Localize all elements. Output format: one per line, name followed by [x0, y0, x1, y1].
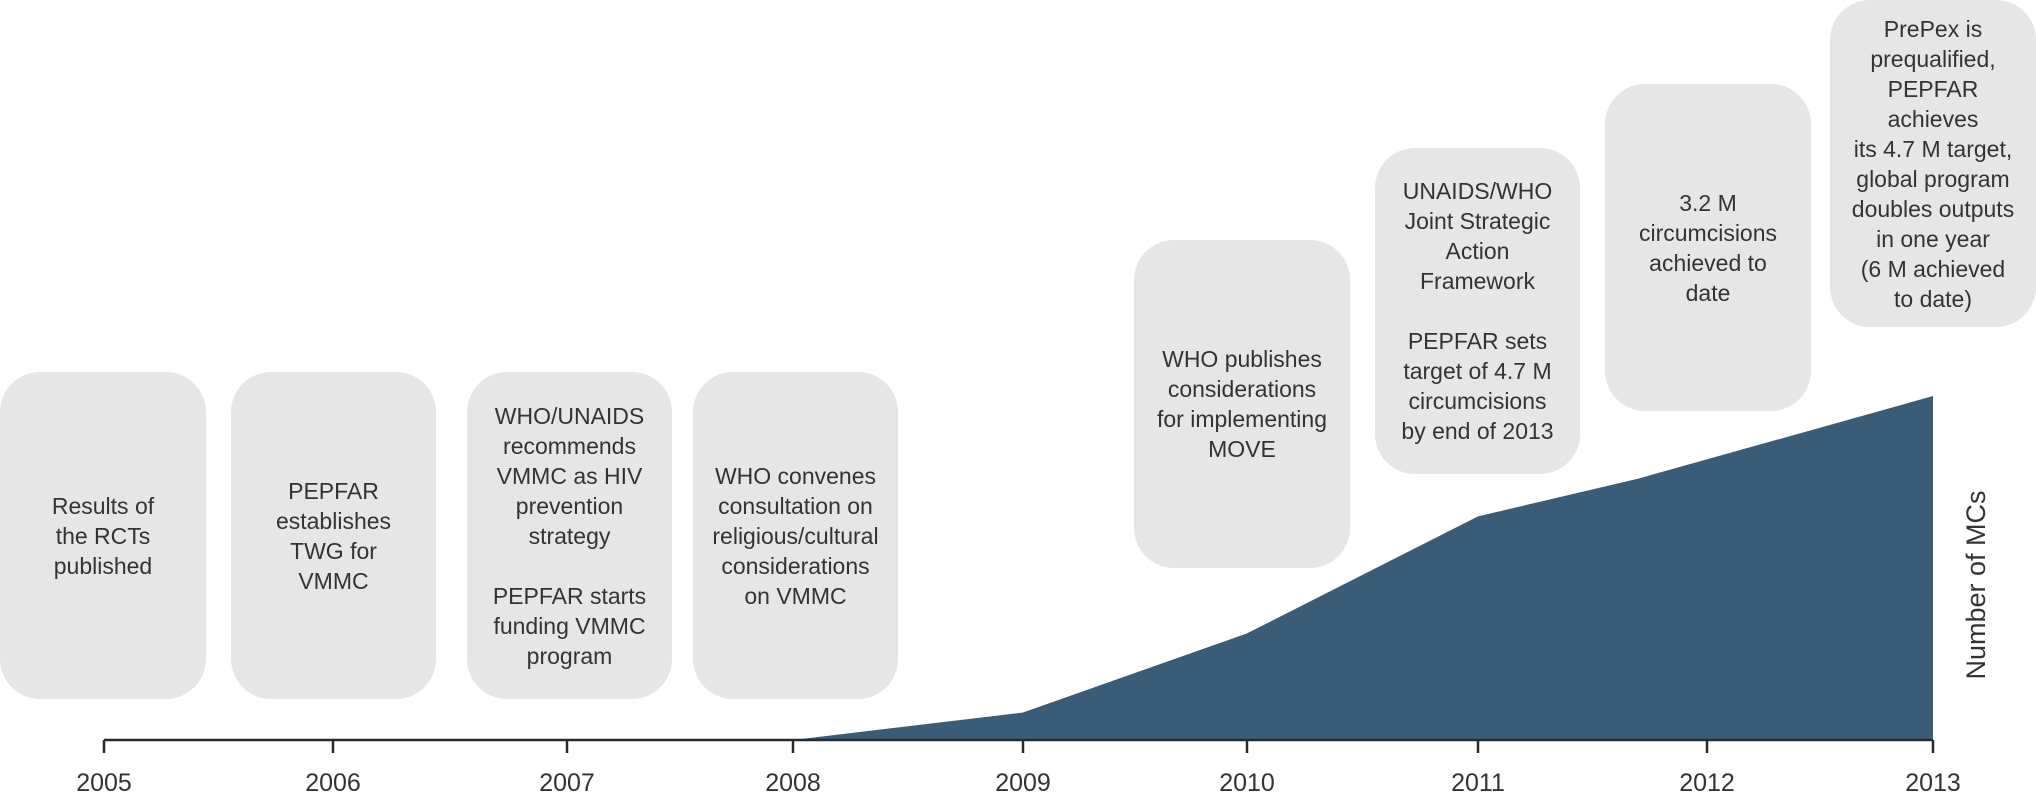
annotation-text: Results of the RCTs published: [51, 492, 155, 579]
annotation-text: PEPFAR establishes TWG for VMMC: [275, 477, 392, 594]
x-tick-label: 2008: [765, 769, 821, 797]
annotation-box-2010: WHO publishes considerations for impleme…: [1134, 240, 1350, 568]
annotation-text: WHO publishes considerations for impleme…: [1156, 346, 1328, 462]
x-tick-label: 2012: [1679, 769, 1735, 797]
series-area: [793, 396, 1933, 740]
annotation-text: WHO/UNAIDS recommends VMMC as HIV preven…: [492, 402, 647, 669]
annotation-box-2012: 3.2 M circumcisions achieved to date: [1605, 84, 1811, 411]
x-tick-label: 2005: [76, 769, 132, 797]
annotation-box-2005: Results of the RCTs published: [0, 372, 206, 699]
x-tick-label: 2009: [995, 769, 1051, 797]
x-tick-label: 2011: [1451, 769, 1505, 797]
x-tick-label: 2007: [539, 769, 595, 797]
annotation-box-2006: PEPFAR establishes TWG for VMMC: [231, 372, 436, 699]
y-axis-label: Number of MCs: [1961, 490, 1991, 679]
annotation-box-2007: WHO/UNAIDS recommends VMMC as HIV preven…: [467, 372, 672, 699]
annotation-box-2008: WHO convenes consultation on religious/c…: [693, 372, 898, 699]
annotation-text: WHO convenes consultation on religious/c…: [712, 462, 879, 609]
annotation-text: PrePex is prequalified, PEPFAR achieves …: [1851, 15, 2015, 312]
x-tick-label: 2013: [1905, 769, 1961, 797]
annotation-box-2013: PrePex is prequalified, PEPFAR achieves …: [1830, 0, 2036, 327]
y-axis: Number of MCs: [1961, 490, 1991, 679]
x-axis: 2005 2006 2007 2008 2009 2010 2011 2012 2013: [76, 738, 1961, 797]
x-tick-label: 2010: [1219, 769, 1275, 797]
x-tick-label: 2006: [305, 769, 361, 797]
area-layer: [793, 396, 1933, 740]
annotation-text: 3.2 M circumcisions achieved to date: [1638, 189, 1778, 306]
annotation-text: UNAIDS/WHO Joint Strategic Action Framew…: [1401, 178, 1554, 444]
annotation-box-2011: UNAIDS/WHO Joint Strategic Action Framew…: [1375, 148, 1580, 474]
